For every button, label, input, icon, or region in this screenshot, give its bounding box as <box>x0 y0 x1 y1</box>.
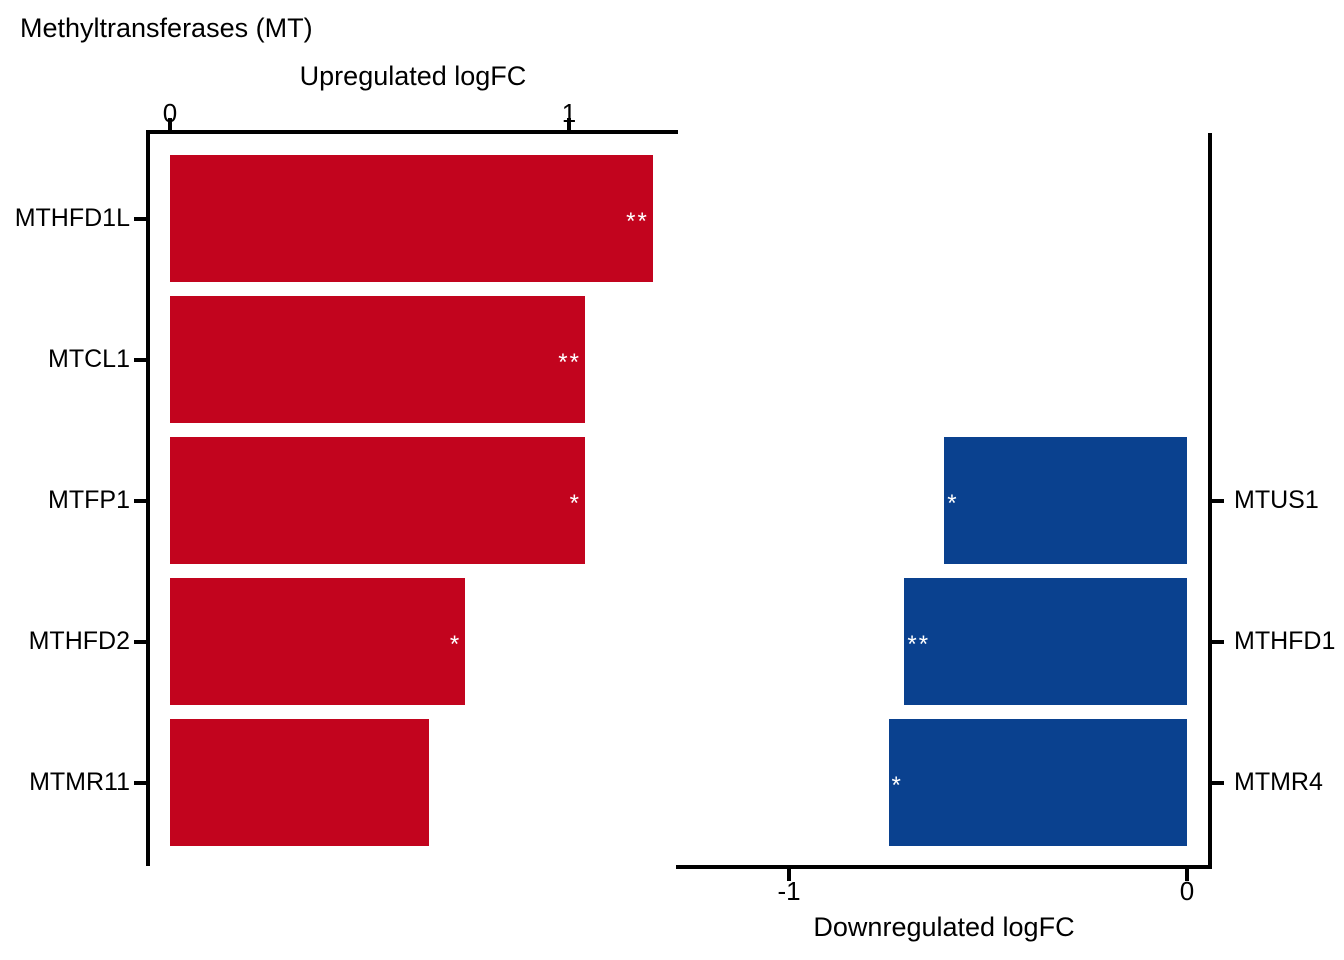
gene-label-mtus1: MTUS1 <box>1234 486 1319 514</box>
gene-label-mthfd1: MTHFD1 <box>1234 627 1336 655</box>
downregulated-y-axis-line <box>1208 133 1212 869</box>
bar-mtmr4 <box>888 719 1187 846</box>
upregulated-x-tick-label: 1 <box>561 98 577 128</box>
figure-title: Methyltransferases (MT) <box>20 13 313 43</box>
significance-stars-mthfd1l: ** <box>626 208 649 235</box>
gene-label-mthfd2: MTHFD2 <box>28 627 130 655</box>
significance-stars-mtcl1: ** <box>558 349 581 376</box>
bar-mtfp1 <box>170 437 585 564</box>
upregulated-x-tick-label: 0 <box>162 98 178 128</box>
downregulated-x-tick-label: -1 <box>777 876 801 906</box>
significance-stars-mtfp1: * <box>569 490 581 517</box>
gene-tick-mtmr4 <box>1212 780 1224 785</box>
gene-tick-mthfd1l <box>134 216 146 221</box>
downregulated-x-axis-line <box>676 865 1212 869</box>
gene-label-mtfp1: MTFP1 <box>48 486 130 514</box>
significance-stars-mthfd1: ** <box>907 631 931 658</box>
upregulated-y-axis-line <box>146 130 150 866</box>
gene-label-mtmr11: MTMR11 <box>29 768 130 796</box>
gene-tick-mtfp1 <box>134 498 146 503</box>
gene-tick-mtus1 <box>1212 498 1224 503</box>
gene-tick-mthfd2 <box>134 639 146 644</box>
upregulated-x-tick-mark <box>567 118 571 130</box>
bar-mtus1 <box>944 437 1187 564</box>
downregulated-x-tick-label: 0 <box>1179 876 1195 906</box>
significance-stars-mthfd2: * <box>449 631 462 658</box>
gene-tick-mtcl1 <box>134 357 146 362</box>
gene-label-mtmr4: MTMR4 <box>1234 768 1323 796</box>
gene-label-mthfd1l: MTHFD1L <box>14 204 130 232</box>
bar-mthfd1 <box>904 578 1187 705</box>
gene-label-mtcl1: MTCL1 <box>48 345 130 373</box>
upregulated-axis-title: Upregulated logFC <box>299 61 527 91</box>
bar-mtmr11 <box>170 719 430 846</box>
upregulated-x-axis-line <box>146 130 678 134</box>
upregulated-x-tick-mark <box>168 118 172 130</box>
downregulated-x-tick-mark <box>787 869 791 881</box>
gene-tick-mtmr11 <box>134 780 146 785</box>
significance-stars-mtmr4: * <box>891 772 903 799</box>
downregulated-x-tick-mark <box>1185 869 1189 881</box>
significance-stars-mtus1: * <box>947 490 959 517</box>
gene-tick-mthfd1 <box>1212 639 1224 644</box>
bar-mthfd1l <box>170 155 653 282</box>
bar-mthfd2 <box>170 578 466 705</box>
bar-mtcl1 <box>170 296 585 423</box>
downregulated-axis-title: Downregulated logFC <box>813 912 1075 942</box>
